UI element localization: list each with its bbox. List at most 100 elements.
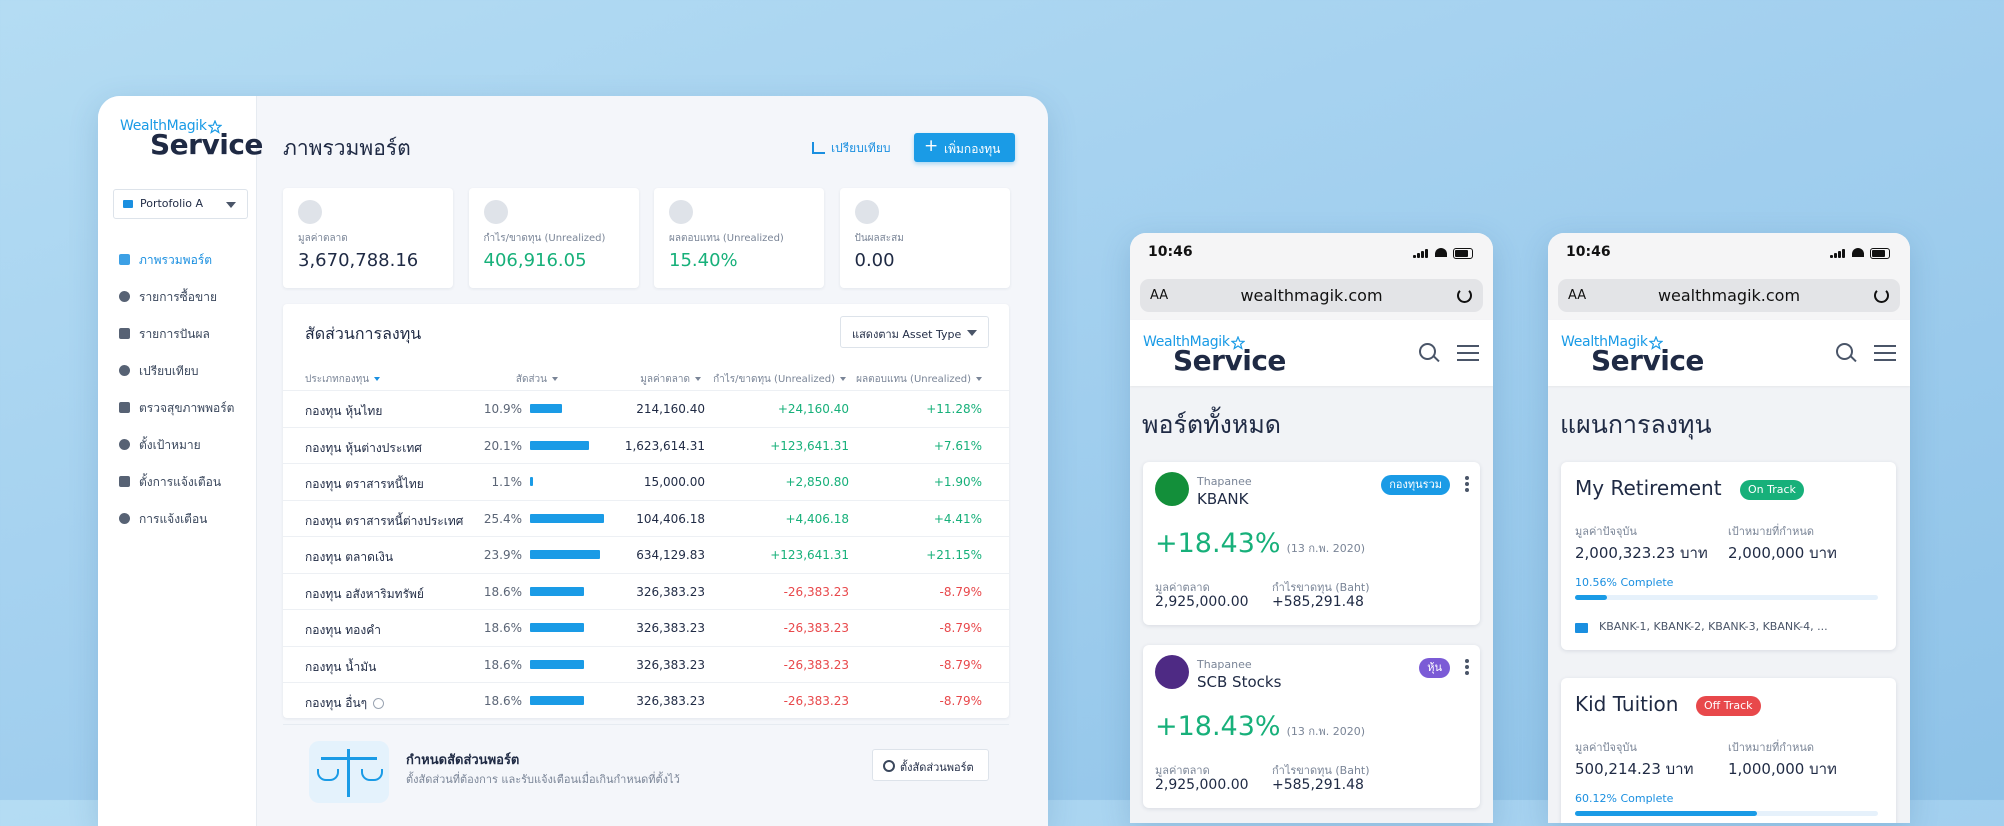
stat-card: ปันผลสะสม 0.00 [839, 188, 1010, 288]
column-header-text: มูลค่าตลาด [640, 374, 690, 385]
portfolio-select[interactable]: Portofolio A [113, 189, 248, 219]
icon [1850, 355, 1857, 363]
icon [1465, 671, 1469, 675]
icon [1465, 659, 1469, 663]
portfolio-card[interactable]: Thapanee SCB Stocks หุ้น +18.43% (13 ก.พ. 20… [1143, 645, 1480, 808]
icon [1453, 248, 1473, 259]
search-button[interactable] [1836, 343, 1858, 365]
portfolio-name: SCB Stocks [1197, 673, 1282, 691]
nav-item[interactable]: รายการปันผล [98, 319, 256, 347]
target-value: 1,000,000 บาท [1728, 760, 1837, 778]
broker-owner: Thapanee [1197, 658, 1252, 671]
nav-label: ตั้งเป้าหมาย [139, 438, 201, 452]
icon [119, 402, 130, 413]
share-text: 10.9% [483, 402, 522, 416]
market-value: 104,406.18 [636, 511, 705, 526]
logo: WealthMagik Service [1561, 334, 1704, 376]
more-button[interactable] [1464, 476, 1470, 494]
add-fund-button[interactable]: + เพิ่มกองทุน [914, 133, 1015, 162]
nav-label: รายการซื้อขาย [139, 290, 217, 304]
icon [1457, 345, 1479, 347]
portfolio-return-row: +18.43% (13 ก.พ. 2020) [1155, 528, 1365, 559]
allocation-row: กองทุน น้ำมัน 18.6% 326,383.23 -26,383.23 -8… [283, 645, 1009, 684]
icon [1465, 482, 1469, 486]
share-bar [530, 550, 600, 559]
allocation-row: กองทุน ตราสารหนี้ต่างประเทศ 25.4% 104,406.… [283, 499, 1009, 538]
unrealized-return: -8.79% [939, 657, 982, 672]
unrealized-gain: +123,641.31 [770, 548, 849, 562]
icon [1465, 488, 1469, 492]
unrealized-return: +7.61% [933, 438, 982, 453]
more-button[interactable] [1464, 659, 1470, 677]
nav-label: เปรียบเทียบ [139, 364, 199, 378]
rebalance-button[interactable]: ตั้งสัดส่วนพอร์ต [872, 749, 989, 781]
return-date: (13 ก.พ. 2020) [1286, 542, 1366, 555]
view-select[interactable]: แสดงตาม Asset Type [840, 316, 989, 348]
status-time: 10:46 [1566, 244, 1611, 260]
nav-label: การแจ้งเตือน [139, 512, 208, 526]
app-header: WealthMagik Service [1130, 320, 1493, 386]
plan-name: Kid Tuition [1575, 692, 1679, 716]
share-text: 25.4% [483, 511, 522, 526]
icon [1870, 248, 1890, 259]
url-text: wealthmagik.com [1657, 286, 1801, 305]
unrealized-gain: +24,160.40 [777, 402, 849, 416]
logo-brand: WealthMagik [1143, 334, 1230, 350]
nav-label: ตั้งการแจ้งเตือน [139, 475, 222, 489]
icon [1435, 248, 1447, 257]
market-value: 2,925,000.00 [1155, 594, 1249, 610]
nav-item[interactable]: รายการซื้อขาย [98, 282, 256, 310]
nav-item[interactable]: การแจ้งเตือน [98, 504, 256, 532]
icon [119, 476, 130, 487]
url-bar[interactable]: AA wealthmagik.com [1140, 279, 1483, 312]
current-label: มูลค่าปัจจุบัน [1575, 741, 1637, 754]
profit-value: +585,291.48 [1272, 594, 1364, 610]
unrealized-gain: +4,406.18 [785, 511, 850, 526]
search-button[interactable] [1419, 343, 1441, 365]
stat-card: มูลค่าตลาด 3,670,788.16 [283, 188, 453, 288]
page-title: ภาพรวมพอร์ต [283, 136, 411, 160]
nav-item[interactable]: ภาพรวมพอร์ต [98, 245, 256, 273]
icon [1457, 288, 1472, 303]
sort-caret [840, 377, 846, 381]
broker-logo [1155, 472, 1189, 506]
portfolio-tag: หุ้น [1419, 658, 1450, 678]
nav-item[interactable]: เปรียบเทียบ [98, 356, 256, 384]
fund-type: กองทุน หุ้นไทย [305, 404, 383, 418]
icon [1417, 253, 1420, 258]
url-bar[interactable]: AA wealthmagik.com [1558, 279, 1900, 312]
column-header: สัดส่วน [358, 372, 558, 387]
unrealized-gain: -26,383.23 [783, 621, 849, 635]
market-value: 326,383.23 [636, 694, 705, 708]
fund-type: กองทุน ตราสารหนี้ต่างประเทศ [305, 513, 464, 528]
column-header: ผลตอบแทน (Unrealized) [782, 372, 982, 387]
compare-button-text: เปรียบเทียบ [831, 141, 891, 155]
column-header-text: กำไร/ขาดทุน (Unrealized) [713, 374, 835, 385]
unrealized-return: +4.41% [933, 511, 982, 526]
portfolio-select-text: Portofolio A [140, 197, 204, 210]
menu-button[interactable] [1874, 345, 1896, 363]
market-value: 326,383.23 [636, 657, 705, 672]
sort-caret [374, 377, 381, 381]
nav-item[interactable]: ตรวจสุขภาพพอร์ต [98, 393, 256, 421]
profit-label: กำไรขาดทุน (Baht) [1272, 764, 1370, 777]
broker-owner: Thapanee [1197, 475, 1252, 488]
logo-product: Service [1173, 344, 1286, 377]
portfolio-card[interactable]: Thapanee KBANK กองทุนรวม +18.43% (13 ก.พ. 20… [1143, 462, 1480, 625]
plan-funds: KBANK-1, KBANK-2, KBANK-3, KBANK-4, ... [1599, 620, 1828, 633]
logo-star [208, 120, 222, 134]
text-size-button: AA [1568, 288, 1587, 303]
nav-item[interactable]: ตั้งการแจ้งเตือน [98, 467, 256, 495]
plan-card[interactable]: Kid Tuition Off Track มูลค่าปัจจุบัน 500,21… [1561, 678, 1896, 823]
share-text: 18.6% [483, 621, 522, 635]
column-header-text: สัดส่วน [515, 374, 547, 385]
rebalance-button-text: ตั้งสัดส่วนพอร์ต [900, 761, 974, 774]
screen-title: พอร์ตทั้งหมด [1142, 410, 1282, 439]
progress-fill [1575, 811, 1758, 816]
nav-item[interactable]: ตั้งเป้าหมาย [98, 430, 256, 458]
menu-button[interactable] [1457, 345, 1479, 363]
sort-caret [552, 377, 558, 381]
add-fund-button-text: เพิ่มกองทุน [944, 142, 1001, 156]
plan-card[interactable]: My Retirement On Track มูลค่าปัจจุบัน 2,000… [1561, 462, 1896, 650]
icon [119, 328, 130, 339]
